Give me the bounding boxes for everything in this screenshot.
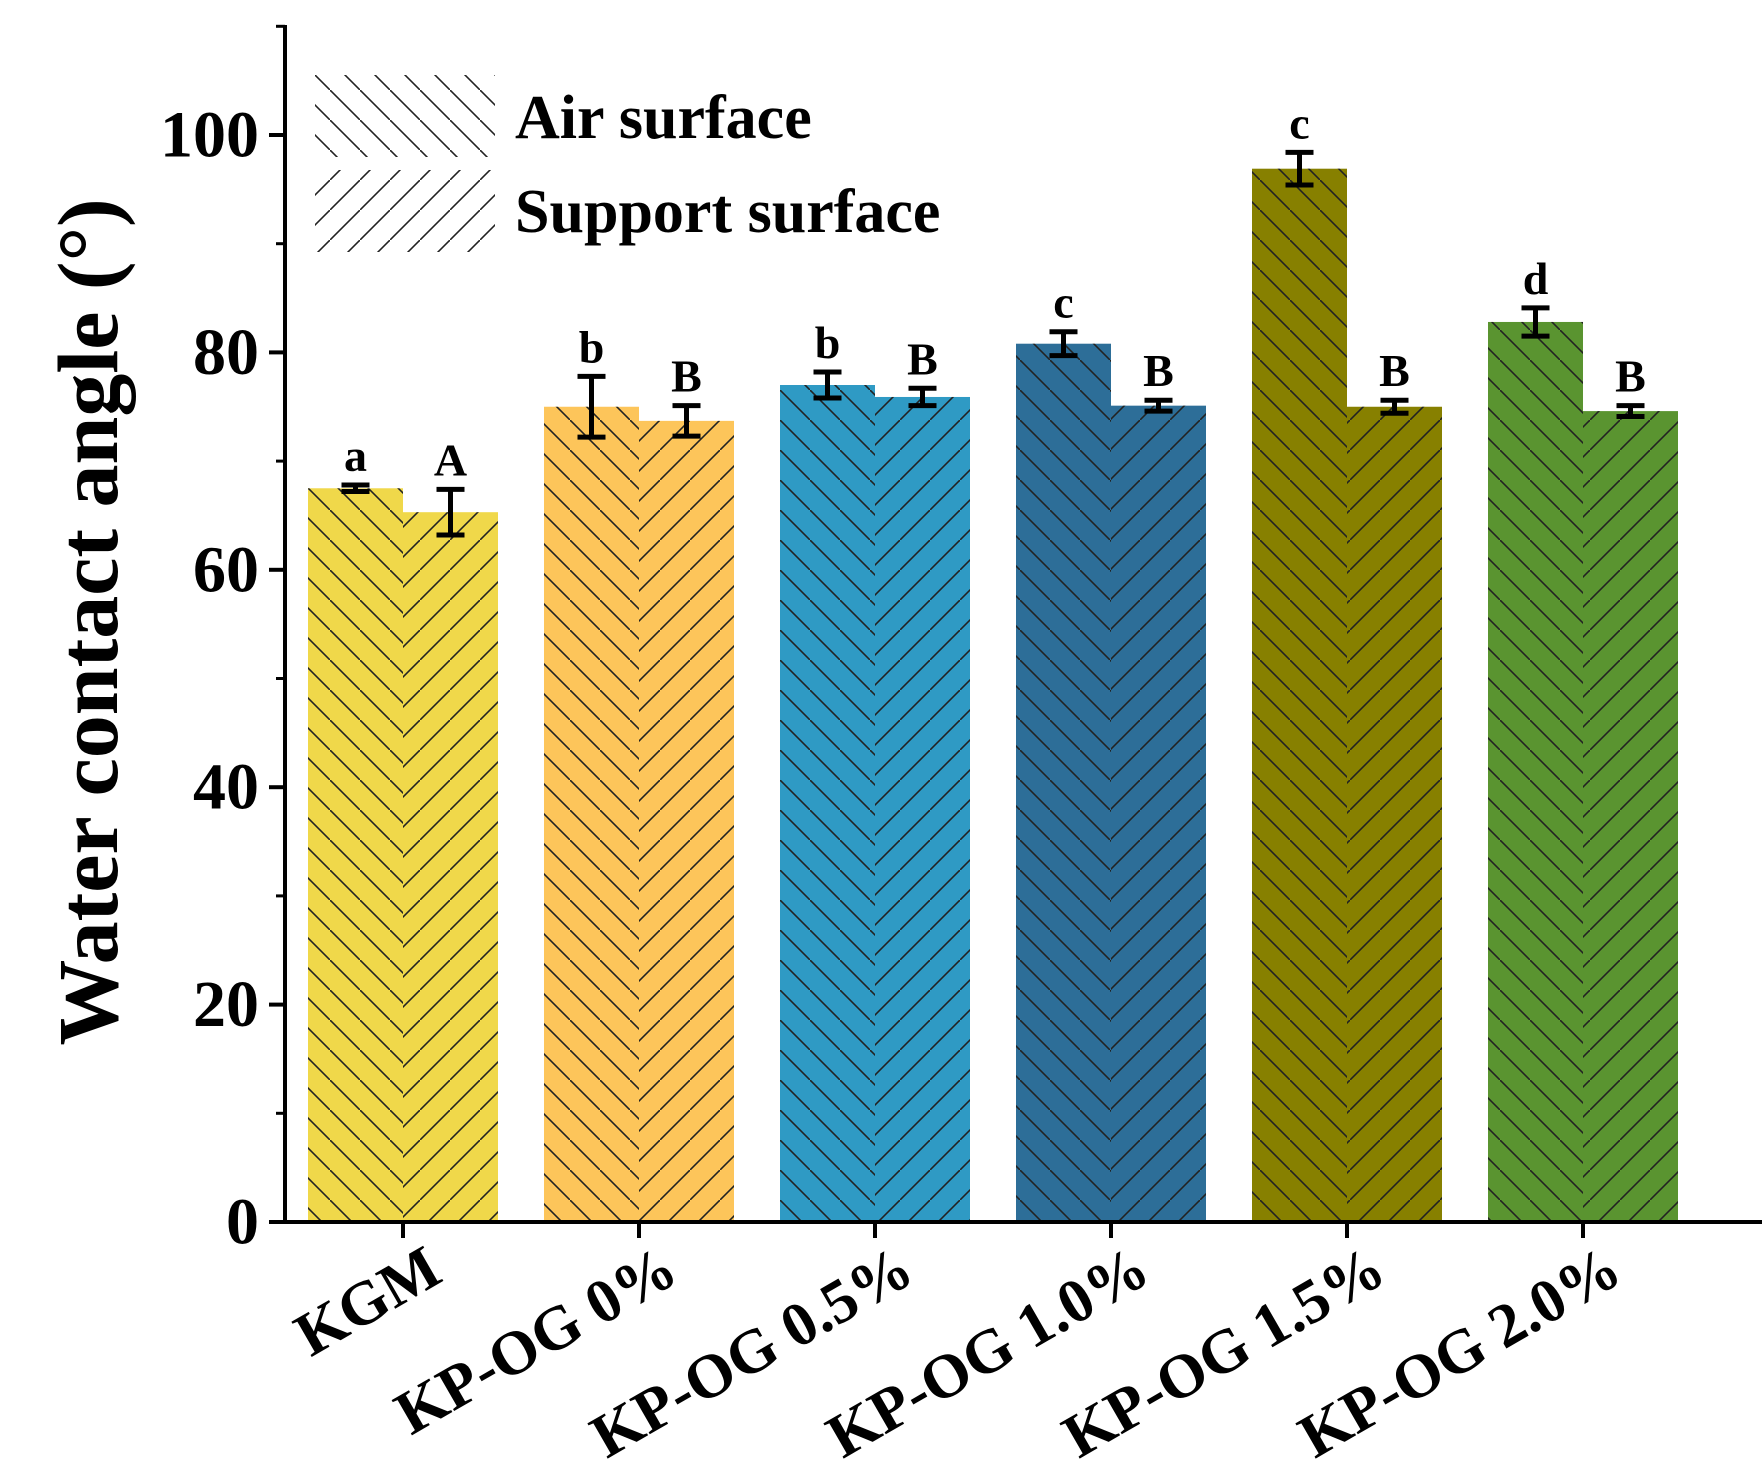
error-bar bbox=[1285, 149, 1314, 188]
x-tick-label: KGM bbox=[284, 1233, 452, 1369]
significance-label: B bbox=[1615, 351, 1646, 402]
y-tick-label: 20 bbox=[193, 968, 259, 1041]
significance-labels-layer: a Ab Bb Bc Bc Bd B bbox=[344, 97, 1646, 485]
bars-layer bbox=[308, 168, 1678, 1223]
y-axis-label: Water contact angle (°) bbox=[40, 198, 136, 1045]
significance-label: A bbox=[434, 434, 467, 485]
significance-label: c bbox=[1289, 97, 1309, 148]
bar-hatch bbox=[780, 385, 875, 1222]
error-bar bbox=[1049, 329, 1078, 359]
y-tick-label: 80 bbox=[193, 316, 259, 389]
legend-label-air: Air surface bbox=[515, 84, 812, 152]
significance-label: B bbox=[907, 333, 938, 384]
y-tick-label: 0 bbox=[226, 1186, 259, 1259]
error-bar bbox=[1144, 397, 1173, 414]
bar-hatch bbox=[1583, 411, 1678, 1222]
bar-hatch bbox=[639, 420, 734, 1223]
bar-hatch bbox=[308, 488, 403, 1222]
bar-hatch bbox=[1347, 406, 1442, 1222]
significance-label: B bbox=[1379, 345, 1410, 396]
significance-label: B bbox=[1143, 345, 1174, 396]
significance-label: d bbox=[1523, 253, 1549, 304]
significance-label: c bbox=[1053, 277, 1073, 328]
legend: Air surface Support surface bbox=[315, 75, 940, 252]
bar-hatch bbox=[1252, 168, 1347, 1222]
error-bar bbox=[341, 482, 370, 495]
legend-swatch-air bbox=[315, 75, 495, 157]
error-bars-layer bbox=[341, 149, 1645, 538]
error-bar bbox=[672, 403, 701, 439]
legend-label-support: Support surface bbox=[515, 178, 940, 246]
bar-hatch bbox=[875, 396, 970, 1222]
bar-hatch bbox=[1016, 343, 1111, 1223]
error-bar bbox=[908, 385, 937, 409]
legend-swatch-support bbox=[315, 170, 495, 252]
y-tick-label: 60 bbox=[193, 533, 259, 606]
axes bbox=[283, 25, 1762, 1224]
error-bar bbox=[1380, 397, 1409, 416]
error-bar bbox=[1616, 403, 1645, 420]
error-bar bbox=[436, 486, 465, 538]
error-bar bbox=[813, 369, 842, 401]
y-tick-label: 100 bbox=[160, 99, 259, 172]
error-bar bbox=[1521, 305, 1550, 339]
y-ticks: 0 20 40 60 80 100 bbox=[160, 24, 285, 1259]
significance-label: b bbox=[579, 321, 605, 372]
bar-hatch bbox=[403, 512, 498, 1222]
bar-hatch bbox=[544, 406, 639, 1222]
significance-label: a bbox=[344, 430, 367, 481]
significance-label: b bbox=[815, 317, 841, 368]
error-bar bbox=[577, 373, 606, 440]
significance-label: B bbox=[671, 351, 702, 402]
y-tick-label: 40 bbox=[193, 751, 259, 824]
bar-hatch bbox=[1111, 405, 1206, 1223]
bar-hatch bbox=[1488, 321, 1583, 1222]
